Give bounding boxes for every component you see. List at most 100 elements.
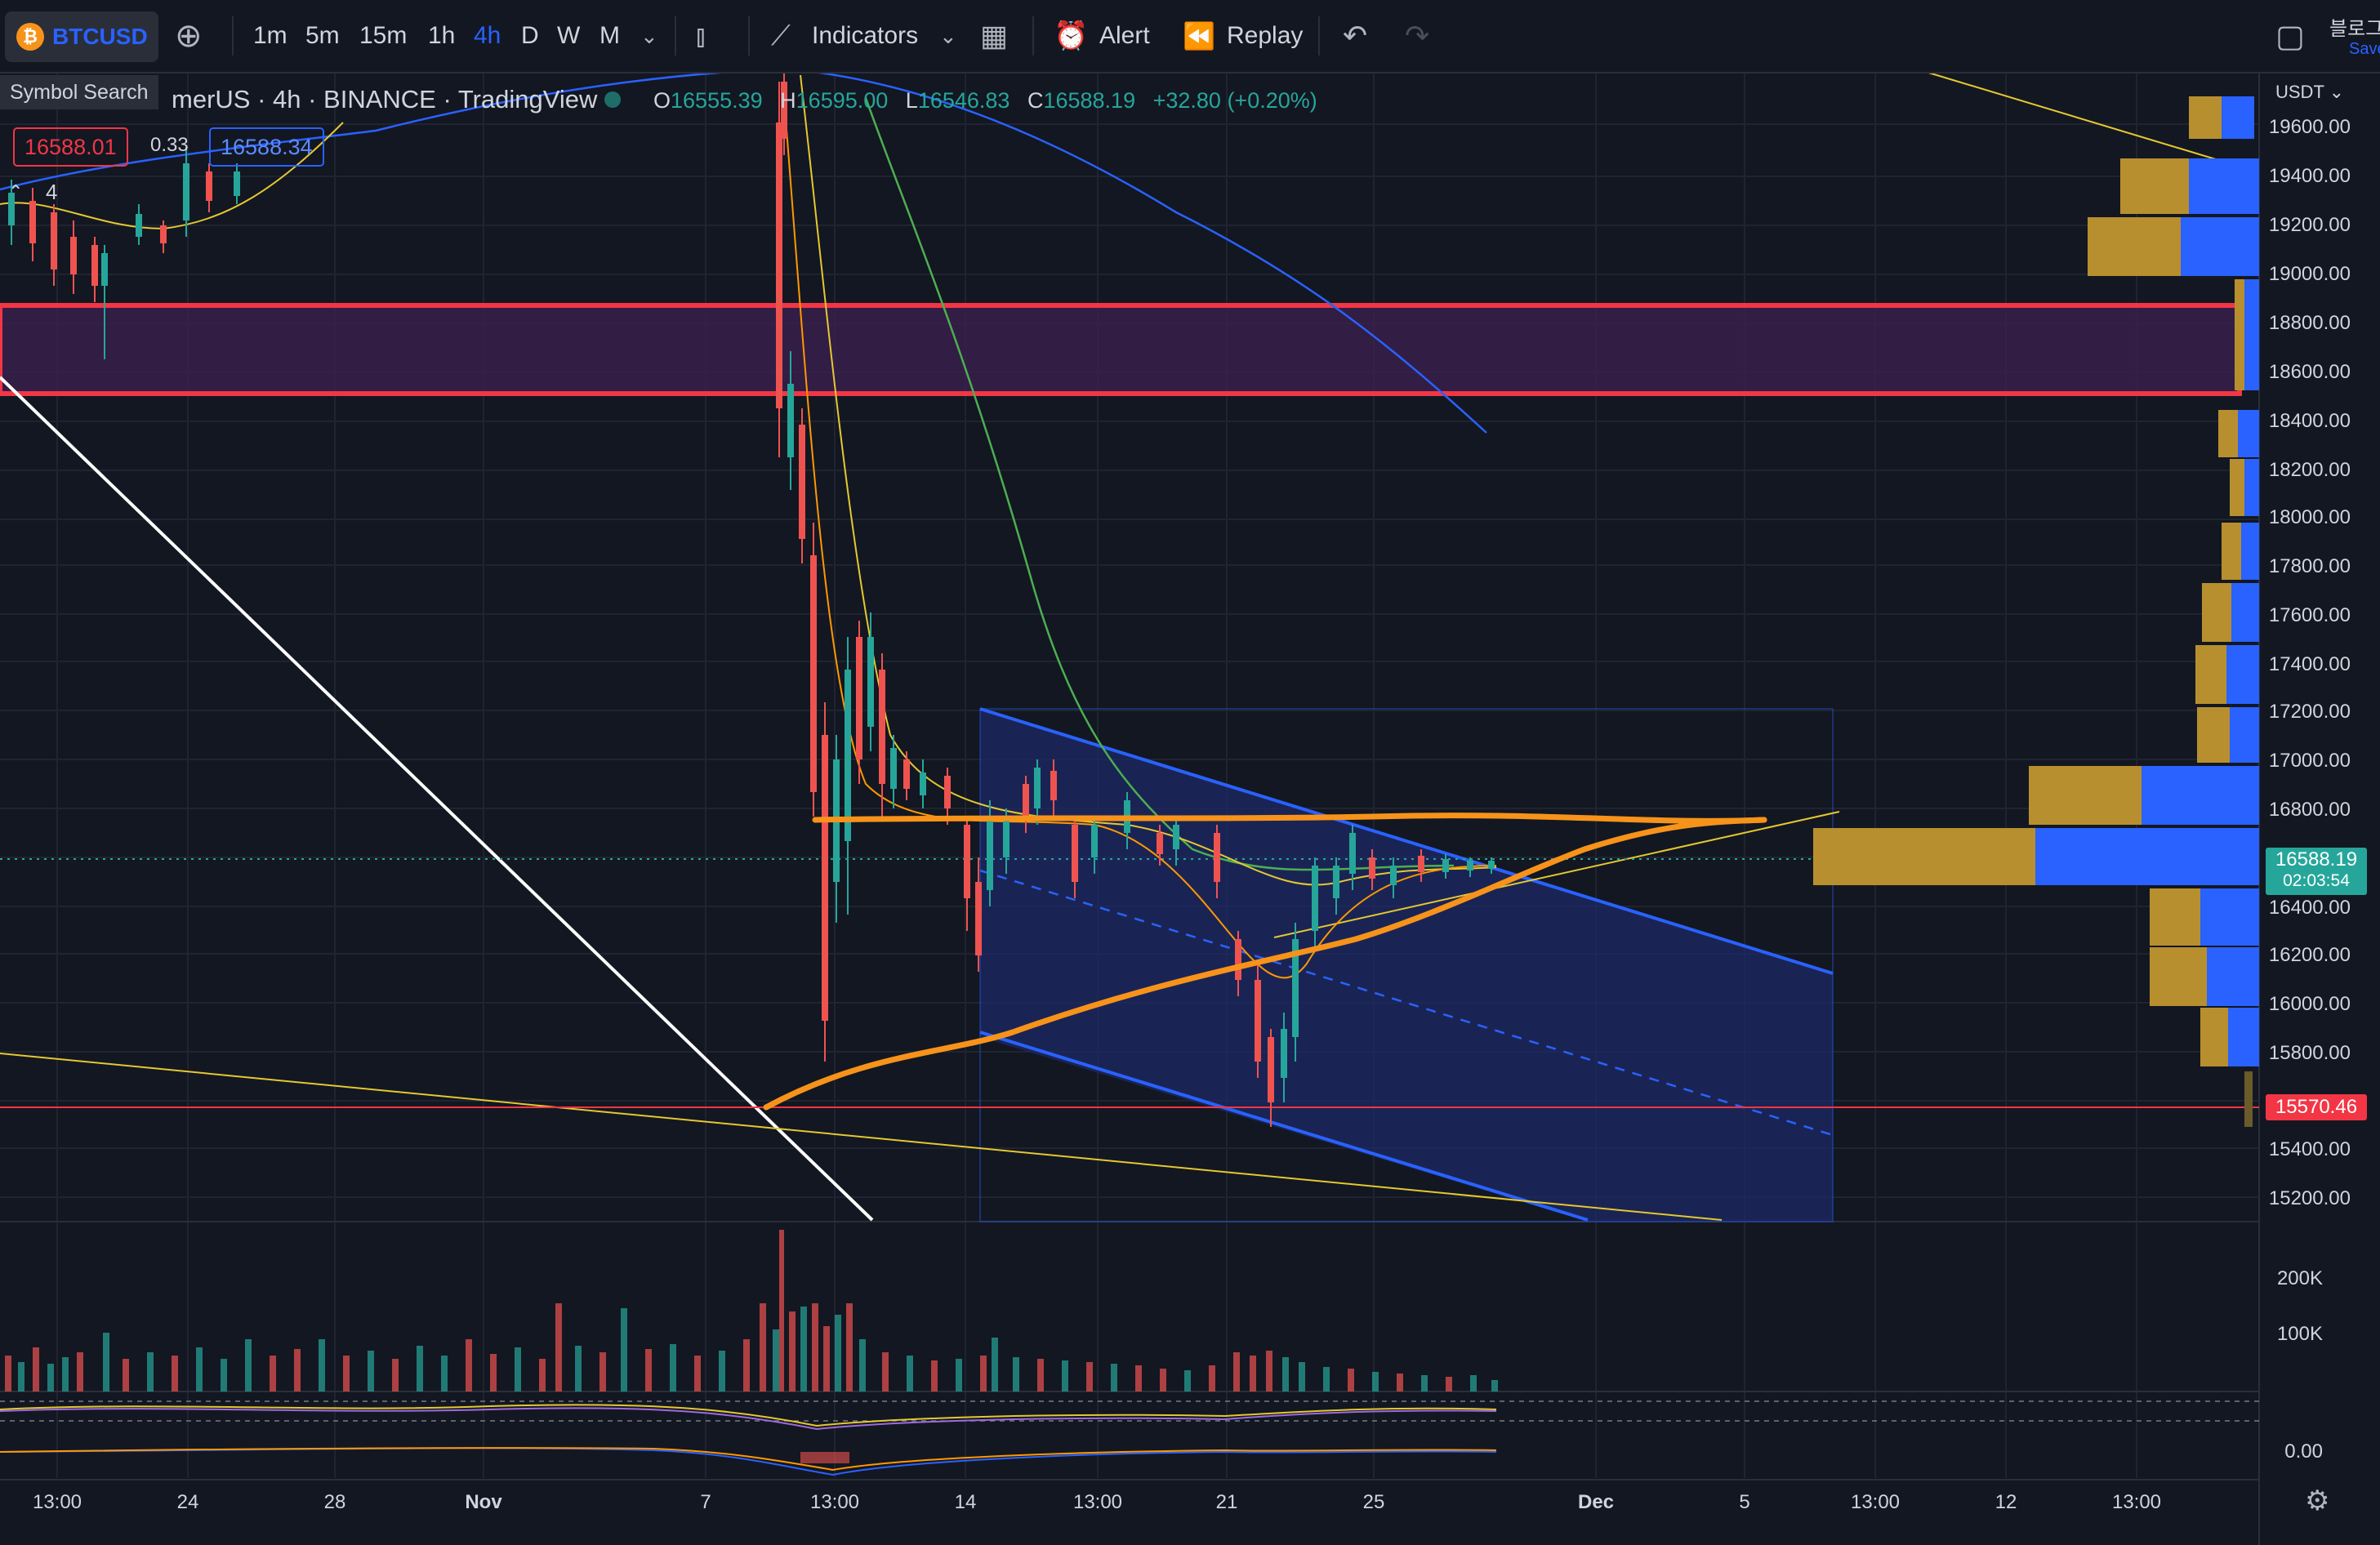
symbol-search-tooltip: Symbol Search <box>0 75 158 109</box>
price-label: 15200.00 <box>2268 1187 2351 1209</box>
price-label: 18400.00 <box>2268 410 2351 432</box>
price-label: 19600.00 <box>2268 116 2351 138</box>
ma-green <box>864 97 1455 871</box>
time-label: 13:00 <box>32 1491 82 1513</box>
candles <box>8 72 1495 1127</box>
save-layout-label[interactable]: 블로그 <box>2329 17 2380 40</box>
interval-W[interactable]: W <box>557 22 581 49</box>
alert-button[interactable]: Alert <box>1099 22 1150 49</box>
spread-value: 0.33 <box>150 134 189 156</box>
indicators-dropdown-icon[interactable]: ⌄ <box>939 23 957 48</box>
change-value: +32.80 (+0.20%) <box>1152 88 1317 113</box>
marked-price-tag: 15570.46 <box>2266 1094 2367 1120</box>
bitcoin-icon: ₿ <box>16 23 44 51</box>
ma-orange-thin <box>783 97 1497 979</box>
price-label: 19000.00 <box>2268 263 2351 285</box>
time-label: 13:00 <box>2111 1491 2162 1513</box>
volume-label: 100K <box>2276 1323 2323 1345</box>
volume-profile <box>1813 96 2259 1127</box>
white-trendline <box>0 376 874 1222</box>
price-label: 15400.00 <box>2268 1138 2351 1160</box>
price-label: 17600.00 <box>2268 604 2351 626</box>
price-label: 17800.00 <box>2268 555 2351 577</box>
price-label: 18800.00 <box>2268 312 2351 334</box>
time-label: 14 <box>954 1491 977 1513</box>
time-label: 5 <box>1739 1491 1750 1513</box>
indicator-zero-label: 0.00 <box>2284 1440 2323 1463</box>
high-label: H <box>780 88 796 113</box>
time-label: Dec <box>1577 1491 1615 1513</box>
price-label: 17000.00 <box>2268 750 2351 772</box>
channel-fill <box>980 709 1833 1222</box>
currency-label: USDT <box>2275 82 2324 102</box>
yellow-trendline-long <box>0 1053 1723 1221</box>
replay-button[interactable]: Replay <box>1227 22 1304 49</box>
time-label: 13:00 <box>1850 1491 1901 1513</box>
sell-price-button[interactable]: 16588.01 <box>13 127 128 167</box>
time-label: 13:00 <box>1072 1491 1123 1513</box>
interval-5m[interactable]: 5m <box>305 22 340 49</box>
undo-icon[interactable]: ↶ <box>1343 19 1368 52</box>
interval-1h[interactable]: 1h <box>428 22 456 49</box>
rewind-icon[interactable]: ⏪ <box>1183 21 1215 51</box>
collapse-indicators-icon[interactable]: ⌃ <box>8 181 24 202</box>
current-price-value: 16588.19 <box>2275 848 2358 870</box>
interval-1m[interactable]: 1m <box>253 22 287 49</box>
save-label[interactable]: Save <box>2349 39 2380 58</box>
price-label: 19400.00 <box>2268 165 2351 187</box>
price-label: 15800.00 <box>2268 1042 2351 1064</box>
resistance-zone <box>0 303 2242 396</box>
layout-grid-icon[interactable]: ▦ <box>980 19 1009 52</box>
price-label: 16200.00 <box>2268 944 2351 966</box>
symbol-label: BTCUSD <box>52 24 148 49</box>
channel-lower-line <box>979 1031 1589 1222</box>
buy-price-button[interactable]: 16588.34 <box>209 127 324 167</box>
interval-dropdown-icon[interactable]: ⌄ <box>640 23 658 48</box>
orange-support-curve <box>763 817 1767 1111</box>
interval-4h[interactable]: 4h <box>474 22 501 49</box>
current-price-tag: 16588.19 02:03:54 <box>2266 848 2367 895</box>
symbol-search-button[interactable]: ₿ BTCUSD <box>5 11 158 62</box>
compare-add-icon[interactable]: ⊕ <box>175 18 203 54</box>
indicators-icon[interactable]: ⟋ <box>771 20 791 51</box>
chart-legend-title[interactable]: merUS · 4h · BINANCE · TradingView <box>172 85 598 114</box>
chevron-down-icon: ⌄ <box>2324 82 2345 102</box>
interval-15m[interactable]: 15m <box>359 22 408 49</box>
top-toolbar: ₿ BTCUSD ⊕ 1m 5m 15m 1h 4h D W M ⌄ ⫾ ⟋ I… <box>0 0 2380 73</box>
price-label: 19200.00 <box>2268 214 2351 236</box>
orange-resistance-line <box>812 813 1767 824</box>
interval-D[interactable]: D <box>521 22 539 49</box>
price-label: 16000.00 <box>2268 993 2351 1015</box>
toolbar-divider <box>1318 16 1320 56</box>
close-value: 16588.19 <box>1043 88 1136 113</box>
toolbar-divider <box>748 16 750 56</box>
yellow-trendline-triangle <box>1273 811 1840 938</box>
alarm-clock-icon[interactable]: ⏰ <box>1054 20 1089 51</box>
interval-M[interactable]: M <box>599 22 620 49</box>
price-label: 16800.00 <box>2268 799 2351 821</box>
volume-bars <box>5 1230 1498 1391</box>
open-label: O <box>653 88 671 113</box>
ohlc-values: O16555.39 H16595.00 L16546.83 C16588.19 … <box>653 88 1329 114</box>
time-label: 21 <box>1215 1491 1238 1513</box>
indicators-count[interactable]: 4 <box>46 180 58 204</box>
toolbar-divider <box>1032 16 1034 56</box>
oscillator-pane <box>0 1400 2259 1476</box>
high-value: 16595.00 <box>796 88 889 113</box>
channel-upper-line <box>979 707 1834 975</box>
channel-mid-line <box>979 869 1834 1137</box>
price-label: 18000.00 <box>2268 506 2351 528</box>
time-label: 7 <box>700 1491 711 1513</box>
settings-gear-icon[interactable]: ⚙ <box>2305 1485 2330 1516</box>
toolbar-divider <box>232 16 234 56</box>
yellow-trendline-top <box>1925 71 2219 161</box>
candle-type-icon[interactable]: ⫾ <box>696 18 706 52</box>
indicators-button[interactable]: Indicators <box>812 22 919 49</box>
redo-icon[interactable]: ↷ <box>1405 19 1430 52</box>
fullscreen-square-icon[interactable]: ▢ <box>2275 19 2305 54</box>
time-label: 28 <box>323 1491 346 1513</box>
currency-selector[interactable]: USDT ⌄ <box>2275 82 2344 103</box>
close-label: C <box>1027 88 1044 113</box>
price-label: 17400.00 <box>2268 653 2351 675</box>
